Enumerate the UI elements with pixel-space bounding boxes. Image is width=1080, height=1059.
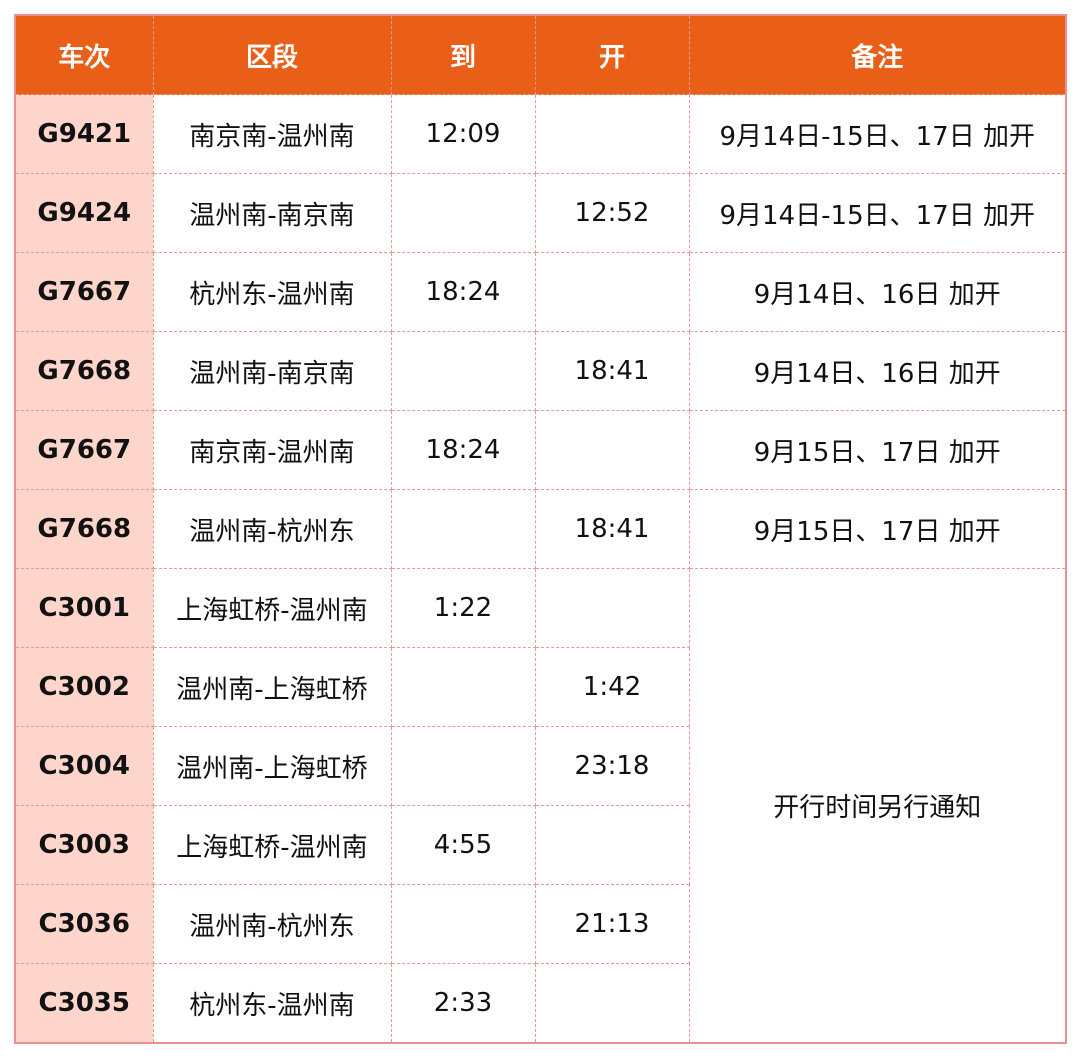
arrive-cell (390, 173, 536, 253)
table-row: G7668 温州南-杭州东 18:41 9月15日、17日 加开 (14, 489, 1067, 569)
section-cell: 温州南-南京南 (152, 331, 392, 411)
section-cell: 温州南-上海虹桥 (152, 647, 392, 727)
note-cell: 9月14日-15日、17日 加开 (688, 173, 1067, 253)
depart-cell (534, 252, 690, 332)
note-cell: 9月15日、17日 加开 (688, 410, 1067, 490)
section-cell: 温州南-杭州东 (152, 489, 392, 569)
train-cell: G7667 (14, 252, 154, 332)
train-cell: C3004 (14, 726, 154, 806)
section-cell: 温州南-南京南 (152, 173, 392, 253)
merged-note-cell: 开行时间另行通知 (688, 568, 1067, 1044)
depart-cell (534, 94, 690, 174)
depart-cell (534, 568, 690, 648)
depart-cell: 18:41 (534, 489, 690, 569)
note-cell: 9月15日、17日 加开 (688, 489, 1067, 569)
table-row: C3004 温州南-上海虹桥 23:18 (14, 726, 1066, 806)
depart-cell (534, 963, 690, 1044)
header-depart: 开 (534, 14, 690, 95)
train-cell: G7668 (14, 489, 154, 569)
arrive-cell: 1:22 (390, 568, 536, 648)
arrive-cell: 12:09 (390, 94, 536, 174)
depart-cell: 12:52 (534, 173, 690, 253)
table-row: G9424 温州南-南京南 12:52 9月14日-15日、17日 加开 (14, 173, 1067, 253)
header-note: 备注 (688, 14, 1067, 95)
note-cell: 9月14日-15日、17日 加开 (688, 94, 1067, 174)
train-cell: C3035 (14, 963, 154, 1044)
arrive-cell: 18:24 (390, 410, 536, 490)
section-cell: 温州南-杭州东 (152, 884, 392, 964)
train-cell: C3003 (14, 805, 154, 885)
depart-cell: 23:18 (534, 726, 690, 806)
table-row: C3003 上海虹桥-温州南 4:55 (14, 805, 1066, 885)
train-schedule-table: 车次 区段 到 开 备注 G9421 南京南-温州南 12:09 9月14日-15日、… (14, 14, 1067, 1044)
header-section: 区段 (152, 14, 392, 95)
arrive-cell (390, 884, 536, 964)
train-cell: C3036 (14, 884, 154, 964)
train-cell: G9421 (14, 94, 154, 174)
depart-cell: 18:41 (534, 331, 690, 411)
depart-cell: 1:42 (534, 647, 690, 727)
depart-cell: 21:13 (534, 884, 690, 964)
note-cell: 9月14日、16日 加开 (688, 252, 1067, 332)
section-cell: 南京南-温州南 (152, 94, 392, 174)
section-cell: 杭州东-温州南 (152, 963, 392, 1044)
section-cell: 上海虹桥-温州南 (152, 805, 392, 885)
header-train: 车次 (14, 14, 154, 95)
table-row: C3001 上海虹桥-温州南 1:22 开行时间另行通知 (14, 568, 1067, 1044)
arrive-cell: 4:55 (390, 805, 536, 885)
arrive-cell (390, 647, 536, 727)
arrive-cell: 18:24 (390, 252, 536, 332)
train-cell: C3002 (14, 647, 154, 727)
section-cell: 温州南-上海虹桥 (152, 726, 392, 806)
table-row: C3036 温州南-杭州东 21:13 (14, 884, 1066, 964)
arrive-cell (390, 489, 536, 569)
header-row: 车次 区段 到 开 备注 (14, 14, 1067, 95)
train-cell: C3001 (14, 568, 154, 648)
depart-cell (534, 410, 690, 490)
depart-cell (534, 805, 690, 885)
arrive-cell: 2:33 (390, 963, 536, 1044)
section-cell: 杭州东-温州南 (152, 252, 392, 332)
train-cell: G7667 (14, 410, 154, 490)
table-row: G7667 杭州东-温州南 18:24 9月14日、16日 加开 (14, 252, 1067, 332)
note-cell: 9月14日、16日 加开 (688, 331, 1067, 411)
header-arrive: 到 (390, 14, 536, 95)
table-row: G9421 南京南-温州南 12:09 9月14日-15日、17日 加开 (14, 94, 1067, 174)
table-row: G7667 南京南-温州南 18:24 9月15日、17日 加开 (14, 410, 1067, 490)
arrive-cell (390, 331, 536, 411)
table-row: C3035 杭州东-温州南 2:33 (14, 963, 1066, 1044)
section-cell: 南京南-温州南 (152, 410, 392, 490)
table-row: G7668 温州南-南京南 18:41 9月14日、16日 加开 (14, 331, 1067, 411)
section-cell: 上海虹桥-温州南 (152, 568, 392, 648)
arrive-cell (390, 726, 536, 806)
train-cell: G9424 (14, 173, 154, 253)
train-cell: G7668 (14, 331, 154, 411)
